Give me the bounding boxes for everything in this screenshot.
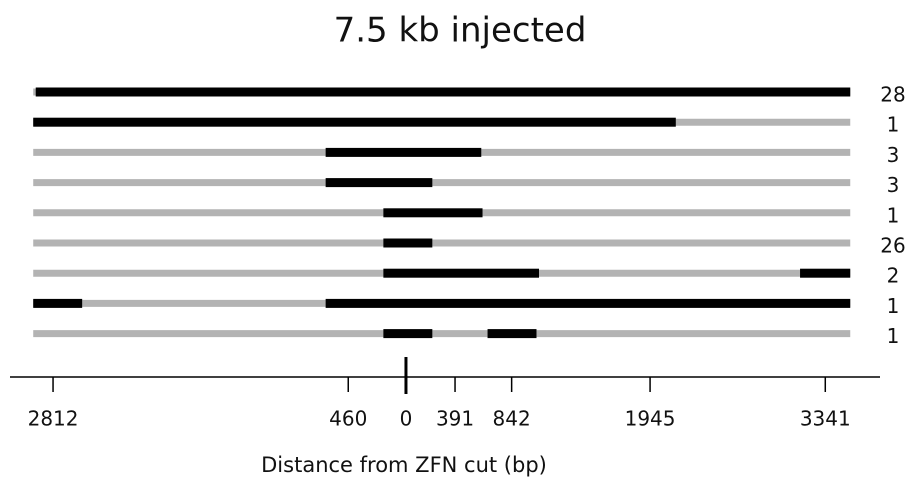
x-tick-label: 1945	[625, 407, 676, 431]
x-axis-label: Distance from ZFN cut (bp)	[261, 453, 547, 477]
segment	[325, 298, 851, 308]
segment	[487, 329, 537, 339]
x-tick-label: 460	[329, 407, 367, 431]
segment	[35, 87, 851, 97]
chart-title: 7.5 kb injected	[334, 11, 587, 51]
segment	[33, 298, 83, 308]
segment	[383, 329, 433, 339]
row-count: 3	[887, 173, 900, 197]
row-count: 2	[887, 264, 900, 288]
row-count: 1	[887, 294, 900, 318]
row-count: 1	[887, 203, 900, 227]
row-count: 28	[880, 83, 905, 107]
row-count: 1	[887, 113, 900, 137]
x-tick-label: 0	[400, 407, 413, 431]
x-tick-label: 842	[493, 407, 531, 431]
row-count: 1	[887, 324, 900, 348]
segment	[383, 238, 433, 248]
row-count: 3	[887, 143, 900, 167]
x-tick-label: 391	[436, 407, 474, 431]
segment	[325, 178, 433, 188]
segment	[33, 117, 676, 127]
x-tick-label: 3341	[800, 407, 851, 431]
segment	[383, 268, 540, 278]
segment	[383, 208, 483, 218]
segment	[800, 268, 851, 278]
row-count: 26	[880, 234, 905, 258]
x-tick-label: 2812	[28, 407, 79, 431]
segment	[325, 147, 482, 157]
